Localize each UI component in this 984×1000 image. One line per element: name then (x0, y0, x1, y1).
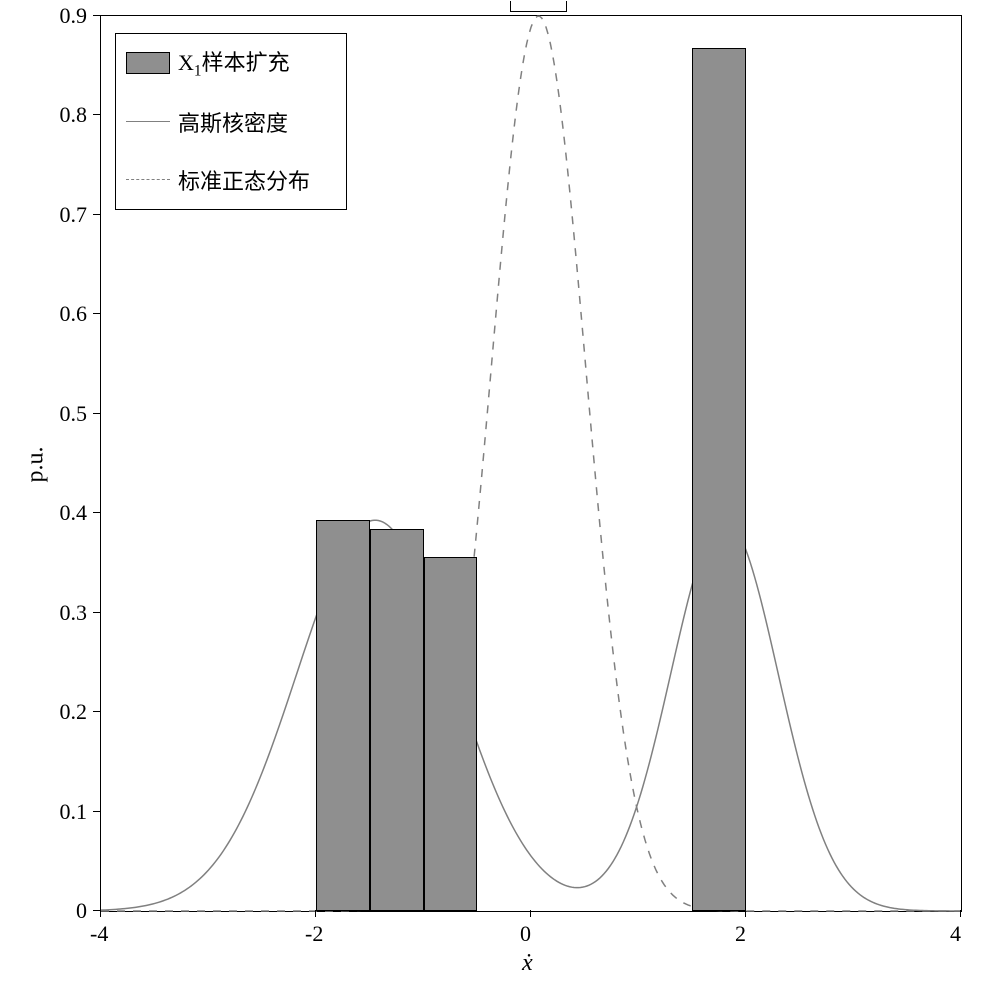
y-tick (93, 711, 100, 712)
legend-swatch-line (126, 179, 170, 180)
x-tick-label: -4 (90, 921, 108, 947)
x-tick (530, 910, 531, 917)
y-tick (93, 214, 100, 215)
bar-2 (424, 557, 478, 911)
legend-label: 标准正态分布 (178, 164, 310, 196)
y-tick-label: 0.8 (60, 102, 88, 128)
y-tick-label: 0.3 (60, 600, 88, 626)
legend-item-2: 标准正态分布 (126, 166, 310, 194)
y-tick-label: 0.6 (60, 301, 88, 327)
y-tick (93, 612, 100, 613)
y-tick-label: 0.9 (60, 3, 88, 29)
y-tick (93, 15, 100, 16)
y-tick (93, 811, 100, 812)
kde-curve (101, 520, 961, 911)
y-tick (93, 910, 100, 911)
x-tick-label: 0 (520, 921, 531, 947)
y-tick (93, 313, 100, 314)
legend-item-0: X1样本扩充 (126, 49, 290, 77)
bar-1 (370, 529, 424, 911)
legend-item-1: 高斯核密度 (126, 108, 288, 136)
x-tick (315, 910, 316, 917)
y-tick (93, 512, 100, 513)
top-artifact (510, 1, 567, 12)
y-tick (93, 114, 100, 115)
y-axis-label: p.u. (23, 446, 50, 482)
legend-label: X1样本扩充 (178, 45, 290, 80)
legend-swatch-bar (126, 52, 170, 74)
y-tick (93, 413, 100, 414)
legend-swatch-line (126, 121, 170, 122)
figure: -4 -2 0 2 4 0 0.1 0.2 0.3 0.4 0.5 0.6 0.7 0.8 0.9 p.u.… (0, 0, 984, 1000)
legend-label: 高斯核密度 (178, 106, 288, 138)
x-tick-label: 2 (735, 921, 746, 947)
y-tick-label: 0.2 (60, 699, 88, 725)
y-tick-label: 0.7 (60, 202, 88, 228)
bar-3 (692, 48, 746, 911)
x-tick-label: -2 (305, 921, 323, 947)
x-tick (745, 910, 746, 917)
x-tick-label: 4 (950, 921, 961, 947)
y-tick-label: 0.1 (60, 799, 88, 825)
x-axis-label: ẋ (522, 950, 533, 977)
x-tick (100, 910, 101, 917)
x-tick (960, 910, 961, 917)
y-tick-label: 0.4 (60, 500, 88, 526)
y-tick-label: 0 (76, 898, 87, 924)
legend: X1样本扩充高斯核密度标准正态分布 (115, 33, 347, 210)
bar-0 (316, 520, 370, 911)
y-tick-label: 0.5 (60, 401, 88, 427)
